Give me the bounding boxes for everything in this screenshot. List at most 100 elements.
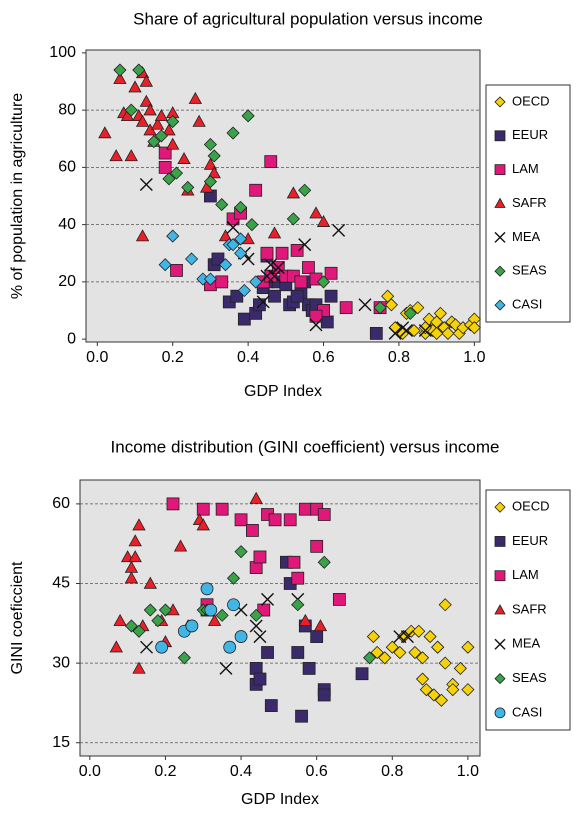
- legend-marker: [494, 265, 506, 277]
- point: [230, 289, 244, 303]
- legend-label: MEA: [512, 229, 541, 244]
- point: [358, 298, 372, 312]
- point: [264, 699, 278, 712]
- point: [166, 137, 180, 150]
- legend-label: EEUR: [512, 533, 548, 548]
- point: [113, 63, 127, 77]
- point: [249, 275, 263, 289]
- point: [227, 598, 240, 612]
- legend-marker: [494, 130, 506, 142]
- point: [332, 223, 346, 237]
- point: [162, 172, 176, 186]
- point: [177, 651, 191, 665]
- point: [268, 269, 282, 283]
- point: [132, 661, 146, 674]
- point: [203, 137, 217, 152]
- point: [291, 598, 305, 612]
- x-tick-label: 0.2: [154, 763, 176, 780]
- y-tick-label: 20: [58, 273, 76, 290]
- point: [223, 640, 237, 654]
- point: [109, 640, 123, 653]
- point: [249, 608, 263, 622]
- point: [423, 630, 437, 644]
- point: [166, 497, 180, 511]
- point: [408, 645, 422, 660]
- point: [185, 252, 199, 266]
- point: [158, 258, 172, 272]
- point: [215, 502, 229, 516]
- point: [298, 238, 312, 252]
- legend-marker: [494, 570, 506, 582]
- point: [419, 683, 433, 697]
- point: [124, 103, 138, 117]
- point: [196, 518, 210, 531]
- point: [418, 324, 432, 338]
- point: [302, 662, 316, 675]
- point: [294, 275, 308, 289]
- x-tick-label: 0.0: [79, 763, 101, 780]
- point: [378, 651, 392, 665]
- point: [124, 571, 139, 584]
- point: [166, 115, 180, 129]
- point: [139, 178, 153, 192]
- point: [140, 640, 154, 654]
- point: [298, 502, 312, 516]
- legend-label: SAFR: [512, 601, 547, 616]
- point: [185, 619, 199, 633]
- point: [143, 576, 158, 589]
- point: [249, 561, 263, 574]
- legend-label: SAFR: [512, 195, 547, 210]
- legend-label: OECD: [512, 499, 550, 514]
- point: [128, 534, 142, 547]
- point: [320, 315, 334, 329]
- point: [219, 661, 233, 675]
- x-tick-label: 0.0: [86, 349, 108, 366]
- legend-label: SEAS: [512, 263, 547, 278]
- y-axis-label: GINI coeficcient: [9, 561, 26, 674]
- point: [290, 243, 304, 257]
- point: [132, 63, 146, 77]
- point: [218, 229, 233, 242]
- legend-label: EEUR: [512, 127, 548, 142]
- point: [203, 175, 217, 189]
- point: [215, 198, 229, 212]
- point: [234, 545, 248, 559]
- point: [241, 109, 255, 123]
- point: [373, 301, 387, 315]
- point: [207, 613, 222, 626]
- point: [366, 630, 380, 644]
- point: [286, 186, 301, 199]
- y-tick-label: 45: [52, 575, 70, 592]
- point: [139, 74, 154, 87]
- point: [237, 283, 251, 298]
- point: [158, 160, 172, 174]
- legend-label: LAM: [512, 161, 539, 176]
- point: [339, 301, 353, 315]
- point: [226, 238, 240, 252]
- point: [316, 275, 331, 289]
- point: [309, 318, 323, 332]
- point: [226, 126, 240, 140]
- point: [124, 149, 138, 162]
- point: [256, 295, 270, 309]
- point: [467, 321, 481, 335]
- legend-label: OECD: [512, 93, 550, 108]
- point: [196, 502, 210, 516]
- point: [113, 71, 127, 84]
- legend-marker: [494, 638, 506, 650]
- point: [438, 656, 452, 670]
- point: [427, 688, 441, 702]
- legend-marker: [494, 604, 506, 615]
- point: [237, 312, 251, 326]
- point: [170, 264, 183, 277]
- point: [268, 513, 282, 527]
- legend-label: SEAS: [512, 670, 547, 685]
- plot-area: [85, 49, 481, 343]
- point: [264, 258, 278, 272]
- y-tick-label: 15: [52, 734, 70, 751]
- chart-title: Income distribution (GINI coefficient) v…: [111, 437, 500, 456]
- point: [433, 306, 447, 320]
- point: [147, 135, 161, 149]
- point: [124, 619, 138, 633]
